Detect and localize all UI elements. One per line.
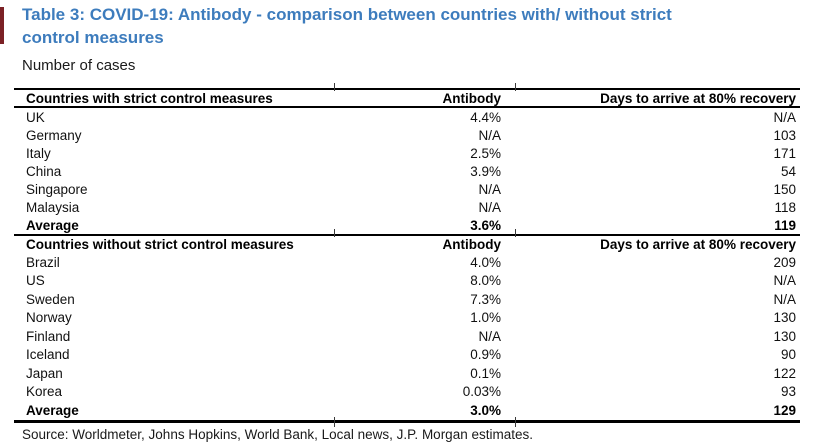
antibody-cell: N/A (478, 127, 501, 143)
table-subtitle: Number of cases (22, 57, 136, 74)
column-divider-tick (334, 417, 335, 427)
country-cell: Average (26, 217, 79, 233)
days-cell: 171 (773, 145, 796, 161)
table-row: Sweden 7.3% N/A (14, 290, 800, 309)
title-accent-bar (0, 7, 4, 44)
table-row: UK 4.4% N/A (14, 108, 800, 126)
table-row: Italy 2.5% 171 (14, 144, 800, 162)
country-cell: Germany (26, 127, 82, 143)
country-cell: Sweden (26, 291, 75, 307)
days-cell: 54 (780, 163, 796, 179)
days-cell: 209 (773, 254, 796, 270)
column-divider-tick (334, 229, 335, 237)
days-cell: 103 (773, 127, 796, 143)
antibody-cell: N/A (478, 199, 501, 215)
table-row: Germany N/A 103 (14, 126, 800, 144)
antibody-cell: 8.0% (470, 273, 501, 289)
days-cell: 93 (780, 384, 796, 400)
table-row: Korea 0.03% 93 (14, 383, 800, 402)
country-cell: Average (26, 402, 79, 418)
antibody-cell: N/A (478, 181, 501, 197)
column-header-countries: Countries with strict control measures (26, 90, 273, 106)
table-top-rule (14, 88, 800, 90)
section-divider-rule (14, 234, 800, 236)
column-divider-tick (334, 83, 335, 91)
country-cell: Italy (26, 145, 51, 161)
column-divider-tick (515, 83, 516, 91)
country-cell: Norway (26, 310, 72, 326)
source-note: Source: Worldmeter, Johns Hopkins, World… (22, 427, 533, 442)
header-rule (14, 106, 800, 108)
country-cell: Finland (26, 328, 71, 344)
antibody-cell: N/A (478, 328, 501, 344)
antibody-cell: 0.1% (470, 365, 501, 381)
section-no-strict-measures: Brazil 4.0% 209 US 8.0% N/A Sweden 7.3% … (14, 253, 800, 420)
average-row: Average 3.6% 119 (14, 216, 800, 234)
table-row: US 8.0% N/A (14, 272, 800, 291)
country-cell: Brazil (26, 254, 60, 270)
days-cell: 129 (773, 402, 796, 418)
antibody-cell: 4.4% (470, 109, 501, 125)
column-header-antibody: Antibody (442, 237, 502, 252)
column-header-days: Days to arrive at 80% recovery (600, 237, 796, 252)
antibody-cell: 4.0% (470, 254, 501, 270)
antibody-cell: 1.0% (470, 310, 501, 326)
antibody-cell: 3.9% (470, 163, 501, 179)
table-row: Brazil 4.0% 209 (14, 253, 800, 272)
days-cell: N/A (773, 109, 796, 125)
days-cell: 130 (773, 328, 796, 344)
country-cell: Iceland (26, 347, 70, 363)
days-cell: 150 (773, 181, 796, 197)
country-cell: Japan (26, 365, 63, 381)
table-row: Iceland 0.9% 90 (14, 346, 800, 365)
country-cell: UK (26, 109, 45, 125)
table-row: Norway 1.0% 130 (14, 309, 800, 328)
column-divider-tick (515, 417, 516, 427)
days-cell: 130 (773, 310, 796, 326)
table-row: Singapore N/A 150 (14, 180, 800, 198)
country-cell: Korea (26, 384, 63, 400)
data-table: Countries with strict control measures A… (14, 83, 800, 427)
section2-header-row: Countries without strict control measure… (14, 236, 800, 253)
days-cell: N/A (773, 273, 796, 289)
page-title: Table 3: COVID-19: Antibody - comparison… (22, 5, 672, 47)
table-row: Malaysia N/A 118 (14, 198, 800, 216)
days-cell: 118 (774, 199, 796, 215)
antibody-cell: 7.3% (470, 291, 501, 307)
section1-header-row: Countries with strict control measures A… (14, 90, 800, 106)
table-row: Japan 0.1% 122 (14, 364, 800, 383)
country-cell: US (26, 273, 45, 289)
section-strict-measures: UK 4.4% N/A Germany N/A 103 Italy 2.5% 1… (14, 108, 800, 234)
country-cell: China (26, 163, 62, 179)
column-header-countries: Countries without strict control measure… (26, 237, 294, 252)
table-row: Finland N/A 130 (14, 327, 800, 346)
table-bottom-rule (14, 419, 800, 423)
column-divider-tick (515, 229, 516, 237)
country-cell: Singapore (26, 181, 88, 197)
antibody-cell: 0.03% (462, 384, 501, 400)
average-row: Average 3.0% 129 (14, 401, 800, 420)
column-header-days: Days to arrive at 80% recovery (600, 90, 796, 106)
antibody-cell: 3.0% (470, 402, 501, 418)
days-cell: 90 (780, 347, 796, 363)
days-cell: 119 (774, 217, 796, 233)
antibody-cell: 2.5% (470, 145, 501, 161)
column-header-antibody: Antibody (442, 90, 502, 106)
table-row: China 3.9% 54 (14, 162, 800, 180)
antibody-cell: 3.6% (470, 217, 501, 233)
antibody-cell: 0.9% (470, 347, 501, 363)
country-cell: Malaysia (26, 199, 80, 215)
days-cell: N/A (773, 291, 796, 307)
days-cell: 122 (773, 365, 796, 381)
